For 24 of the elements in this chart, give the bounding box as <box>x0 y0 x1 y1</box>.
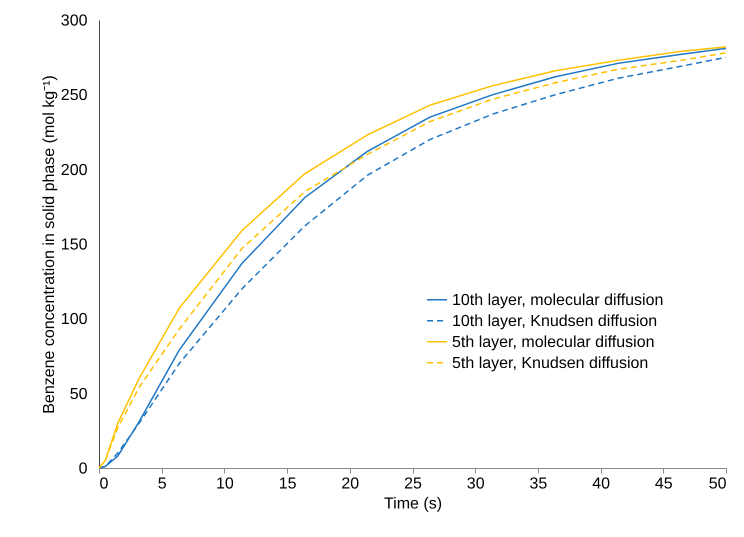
x-tick-label: 20 <box>341 476 360 492</box>
y-tick-label: 0 <box>78 460 88 478</box>
y-tick-label: 300 <box>60 12 88 30</box>
x-tick-label: 5 <box>158 476 167 492</box>
x-tick-label: 25 <box>404 476 422 492</box>
legend-label: 5th layer, Knudsen diffusion <box>452 354 648 372</box>
x-tick-label: 15 <box>278 476 297 492</box>
x-tick-label: 0 <box>100 476 108 492</box>
x-tick-label: 50 <box>708 476 727 492</box>
legend-label: 10th layer, molecular diffusion <box>452 292 664 309</box>
x-tick-label: 40 <box>592 476 610 492</box>
x-tick-label: 45 <box>654 476 673 492</box>
y-tick-label: 200 <box>60 162 88 179</box>
legend-label: 10th layer, Knudsen diffusion <box>452 312 658 330</box>
y-tick-label: 50 <box>70 386 88 403</box>
x-axis-title: Time (s) <box>384 496 442 512</box>
y-tick-label: 250 <box>60 87 88 104</box>
x-tick-label: 30 <box>466 476 485 492</box>
x-tick-label: 10 <box>216 476 234 492</box>
x-tick-label: 35 <box>530 476 548 492</box>
y-tick-label: 100 <box>60 311 88 328</box>
legend-label: 5th layer, molecular diffusion <box>452 334 654 351</box>
y-axis-title: Benzene concentration in solid phase (mol kg⁻¹) <box>40 75 58 414</box>
y-tick-label: 150 <box>60 236 88 254</box>
